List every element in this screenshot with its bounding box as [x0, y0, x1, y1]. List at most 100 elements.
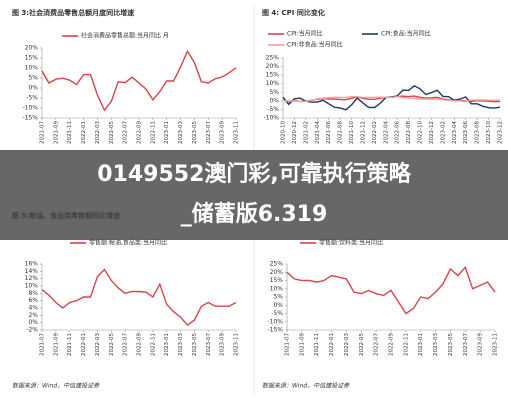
y-tick-label: -15% — [22, 115, 38, 122]
legend-label: 社会消费品零售总额:当月同比 月 — [81, 32, 169, 40]
x-tick-label: 2022-01 — [81, 333, 87, 356]
x-tick-label: 2022-07 — [123, 333, 129, 356]
x-tick-label: 2022-11 — [403, 333, 409, 356]
y-tick-label: 10% — [25, 283, 39, 290]
y-tick-label: 0% — [28, 85, 38, 92]
x-tick-label: 2023-09 — [220, 333, 226, 356]
y-tick-label: 10% — [266, 80, 280, 87]
x-tick-label: 2022-10 — [418, 121, 424, 144]
y-tick-label: 15% — [270, 277, 284, 284]
y-tick-label: 15% — [266, 72, 280, 79]
x-tick-label: 2021-10 — [349, 121, 355, 144]
x-tick-label: 2021-09 — [53, 121, 59, 144]
x-tick-label: 2020-10 — [281, 121, 287, 144]
y-tick-label: -5% — [271, 310, 283, 317]
banner: 0149552澳门彩,可靠执行策略 _储蓄版6.319 — [0, 150, 508, 240]
x-tick-label: 2021-04 — [315, 121, 321, 144]
x-tick-label: 2023-06 — [463, 121, 469, 144]
y-tick-label: -2% — [26, 327, 38, 334]
y-tick-label: 2% — [28, 312, 38, 319]
x-tick-label: 2021-07 — [40, 333, 46, 356]
x-tick-label: 2022-09 — [137, 333, 143, 356]
y-tick-label: 0% — [28, 319, 38, 326]
y-tick-label: 5% — [28, 75, 38, 82]
series-line — [41, 268, 237, 327]
y-tick-label: 5% — [273, 294, 283, 301]
y-tick-label: -10% — [263, 115, 279, 122]
y-tick-label: 0% — [273, 302, 283, 309]
y-tick-label: 8% — [28, 290, 38, 297]
x-tick-label: 2022-05 — [109, 121, 115, 144]
x-tick-label: 2021-09 — [299, 333, 305, 356]
chart-title: 图 3:社会消费品零售总额月度同比增速 — [12, 8, 134, 17]
y-tick-label: -10% — [267, 318, 283, 325]
x-tick-label: 2022-12 — [429, 121, 435, 144]
x-tick-label: 2021-07 — [40, 121, 46, 144]
x-tick-label: 2022-09 — [389, 333, 395, 356]
x-tick-label: 2021-11 — [67, 333, 73, 356]
y-tick-label: 10% — [270, 285, 284, 292]
x-tick-label: 2021-11 — [67, 121, 73, 144]
x-tick-label: 2022-11 — [150, 333, 156, 356]
y-tick-label: 15% — [25, 55, 39, 62]
x-tick-label: 2022-04 — [383, 121, 389, 144]
x-tick-label: 2023-01 — [418, 333, 424, 356]
x-tick-label: 2022-09 — [137, 121, 143, 144]
x-tick-label: 2022-06 — [395, 121, 401, 144]
x-tick-label: 2023-04 — [452, 121, 458, 144]
x-tick-label: 2023-05 — [192, 121, 198, 144]
x-tick-label: 2023-07 — [206, 121, 212, 144]
x-tick-label: 2022-05 — [359, 333, 365, 356]
x-tick-label: 2021-08 — [338, 121, 344, 144]
x-tick-label: 2022-03 — [344, 333, 350, 356]
x-tick-label: 2022-03 — [95, 121, 101, 144]
x-tick-label: 2021-09 — [53, 333, 59, 356]
x-tick-label: 2022-01 — [329, 333, 335, 356]
x-tick-label: 2023-11 — [234, 121, 240, 144]
x-tick-label: 2023-03 — [178, 333, 184, 356]
x-tick-label: 2023-03 — [178, 121, 184, 144]
source-note: 数据来源：Wind，中信建投证券 — [12, 382, 100, 390]
y-tick-label: 20% — [25, 45, 39, 52]
y-tick-label: -10% — [22, 105, 38, 112]
y-tick-label: 10% — [25, 65, 39, 72]
y-tick-label: 20% — [266, 63, 280, 70]
legend-label: CPI:食品:当月同比 — [381, 30, 431, 38]
x-tick-label: 2021-12 — [360, 121, 366, 144]
x-tick-label: 2023-09 — [478, 333, 484, 356]
x-tick-label: 2023-10 — [486, 121, 492, 144]
x-tick-label: 2021-11 — [314, 333, 320, 356]
x-tick-label: 2023-09 — [220, 121, 226, 144]
legend-label: 零售额:粮油,食品类:当月同比 — [89, 239, 167, 247]
banner-line: 0149552澳门彩,可靠执行策略 — [97, 162, 411, 187]
series-line — [282, 95, 500, 103]
y-tick-label: 14% — [25, 268, 39, 275]
x-tick-label: 2023-02 — [440, 121, 446, 144]
x-tick-label: 2023-08 — [475, 121, 481, 144]
x-tick-label: 2023-01 — [164, 121, 170, 144]
x-tick-label: 2023-05 — [192, 333, 198, 356]
banner-line: _储蓄版6.319 — [180, 202, 328, 227]
x-tick-label: 2022-01 — [81, 121, 87, 144]
x-tick-label: 2022-08 — [406, 121, 412, 144]
x-tick-label: 2022-07 — [123, 121, 129, 144]
legend-label: 零售额:饮料类:当月同比 — [319, 239, 383, 247]
y-tick-label: 25% — [266, 55, 280, 62]
x-tick-label: 2023-07 — [463, 333, 469, 356]
y-tick-label: -5% — [26, 95, 38, 102]
x-tick-label: 2022-11 — [150, 121, 156, 144]
x-tick-label: 2021-02 — [303, 121, 309, 144]
y-tick-label: 16% — [25, 261, 39, 268]
x-tick-label: 2021-06 — [326, 121, 332, 144]
x-tick-label: 2022-02 — [372, 121, 378, 144]
x-tick-label: 2022-07 — [374, 333, 380, 356]
y-tick-label: 0% — [269, 97, 279, 104]
legend-label: CPI:当月同比 — [287, 30, 323, 38]
series-line — [286, 265, 496, 315]
x-tick-label: 2022-03 — [95, 333, 101, 356]
x-tick-label: 2023-12 — [498, 121, 504, 144]
x-tick-label: 2023-11 — [493, 333, 499, 356]
x-tick-label: 2023-01 — [164, 333, 170, 356]
series-line — [41, 49, 237, 112]
y-tick-label: -15% — [267, 327, 283, 334]
